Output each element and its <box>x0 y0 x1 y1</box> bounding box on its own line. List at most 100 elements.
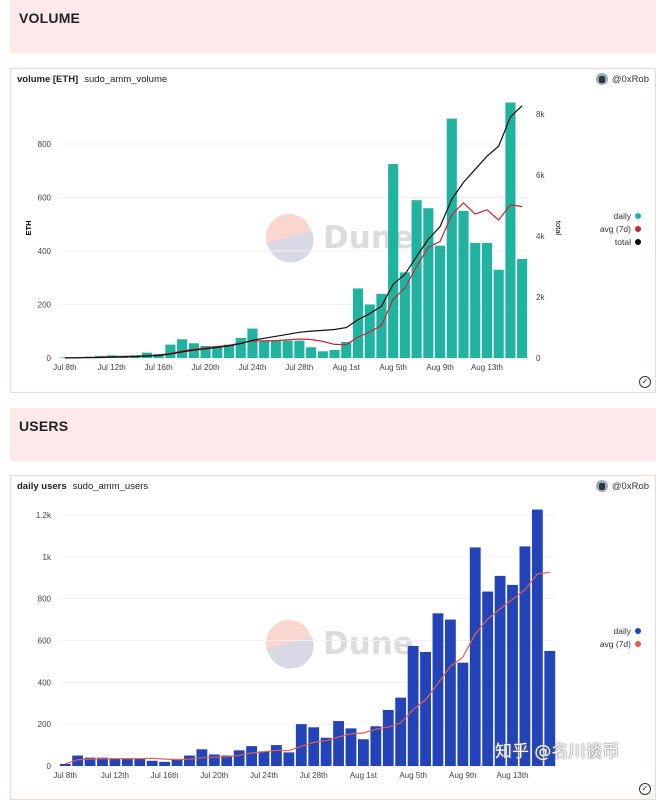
y-tick-label: 400 <box>38 247 52 256</box>
dune-logo-icon-lower <box>266 637 314 669</box>
chart-title: volume [ETH] sudo_amm_volume <box>17 74 167 85</box>
bar-daily <box>146 760 158 766</box>
bar-daily <box>358 739 369 766</box>
legend-item-daily[interactable]: daily <box>600 625 641 638</box>
volume-chart: Dune 0 200 400 600 800 0 2k 4k 6k 8k ETH total Jul 8t… <box>24 102 563 372</box>
bar-daily <box>246 746 257 766</box>
legend-dot <box>635 226 641 232</box>
x-tick-label: Jul 20th <box>200 771 228 780</box>
y-tick-label: 800 <box>38 140 52 149</box>
bar-daily <box>59 763 71 766</box>
bar-daily <box>505 102 516 358</box>
chart-title: daily users sudo_amm_users <box>17 481 148 492</box>
legend-item-avg[interactable]: avg (7d) <box>600 638 641 651</box>
legend-item-daily[interactable]: daily <box>600 210 641 223</box>
dune-logo-icon-lower <box>266 231 314 263</box>
y-tick-label: 200 <box>38 301 52 310</box>
bar-daily <box>493 269 504 358</box>
legend-dot <box>635 213 641 219</box>
author[interactable]: @0xRob <box>595 480 649 492</box>
x-tick-label: Aug 13th <box>496 771 528 780</box>
check-icon[interactable]: ✓ <box>639 783 651 795</box>
users-chart-card: Dune 0 200 400 600 800 1k 1.2k Jul 8th Jul 12th Ju… <box>10 475 656 800</box>
bar-daily <box>457 662 469 766</box>
y-tick-label: 600 <box>38 194 52 203</box>
y2-tick-label: 8k <box>536 110 545 119</box>
y-tick-label: 400 <box>38 678 52 687</box>
bar-daily <box>165 344 176 358</box>
legend-item-avg[interactable]: avg (7d) <box>600 223 641 236</box>
y2-tick-label: 6k <box>536 171 545 180</box>
bar-daily <box>212 345 223 358</box>
bar-daily <box>469 547 481 766</box>
bar-daily <box>233 750 245 766</box>
volume-section-header: VOLUME <box>10 0 656 53</box>
x-tick-label: Jul 12th <box>98 363 126 372</box>
legend: daily avg (7d) <box>600 625 641 651</box>
query-name[interactable]: sudo_amm_volume <box>84 74 168 85</box>
users-chart: Dune 0 200 400 600 800 1k 1.2k Jul 8th Jul 12th Ju… <box>36 509 556 780</box>
bar-daily <box>364 304 375 358</box>
bar-daily <box>159 761 171 766</box>
section-title: VOLUME <box>19 10 81 26</box>
bar-daily <box>208 754 220 766</box>
bar-daily <box>121 758 133 766</box>
bar-daily <box>399 272 410 358</box>
bar-daily <box>341 341 352 358</box>
bar-daily <box>420 652 431 766</box>
x-tick-label: Jul 16th <box>145 363 173 372</box>
bar-daily <box>235 337 246 358</box>
bar-daily <box>84 757 96 766</box>
y2-tick-label: 2k <box>536 293 545 302</box>
x-tick-label: Jul 24th <box>250 771 278 780</box>
x-tick-label: Jul 16th <box>151 771 179 780</box>
check-icon[interactable]: ✓ <box>639 376 651 388</box>
author-name[interactable]: @0xRob <box>611 480 649 492</box>
y-axis-label: ETH <box>24 221 33 236</box>
bar-daily <box>329 349 340 358</box>
bar-daily <box>200 345 211 358</box>
x-tick-label: Aug 9th <box>426 363 454 372</box>
y2-axis-label: total <box>554 221 563 236</box>
x-tick-label: Jul 12th <box>101 771 129 780</box>
legend-item-total[interactable]: total <box>600 236 641 249</box>
x-tick-label: Aug 5th <box>399 771 427 780</box>
bar-daily <box>283 752 295 766</box>
x-tick-label: Jul 8th <box>53 363 77 372</box>
bar-daily <box>171 759 183 766</box>
bar-daily <box>411 200 422 358</box>
users-section-header: USERS <box>10 408 656 461</box>
y2-tick-label: 0 <box>536 354 541 363</box>
bar-daily <box>446 118 457 359</box>
bar-daily <box>320 737 332 766</box>
x-tick-label: Aug 5th <box>379 363 407 372</box>
bar-daily <box>221 755 233 766</box>
x-tick-label: Jul 28th <box>300 771 328 780</box>
x-tick-label: Aug 1st <box>350 771 378 780</box>
y-tick-label: 0 <box>47 354 52 363</box>
bar-daily <box>407 645 419 766</box>
author-name[interactable]: @0xRob <box>611 73 649 85</box>
x-tick-label: Jul 24th <box>238 363 266 372</box>
bar-daily <box>271 745 282 766</box>
bar-daily <box>382 709 394 766</box>
bar-daily <box>432 613 444 766</box>
query-name[interactable]: sudo_amm_users <box>72 481 149 492</box>
page-watermark: 知乎 @名川谈币 <box>495 742 620 762</box>
y-tick-label: 800 <box>38 595 52 604</box>
bar-daily <box>370 726 382 766</box>
bar-daily <box>97 757 108 766</box>
line-avg-7d- <box>65 571 550 765</box>
x-tick-label: Aug 9th <box>449 771 477 780</box>
legend-dot <box>635 239 641 245</box>
avatar <box>595 480 608 492</box>
bar-daily <box>395 697 407 766</box>
bar-daily <box>223 344 235 358</box>
avatar <box>595 73 608 85</box>
bar-daily <box>184 755 195 766</box>
dune-watermark: Dune <box>323 220 414 256</box>
bar-daily <box>109 758 121 766</box>
bar-daily <box>388 164 399 358</box>
author[interactable]: @0xRob <box>595 73 649 85</box>
bar-daily <box>306 347 317 358</box>
